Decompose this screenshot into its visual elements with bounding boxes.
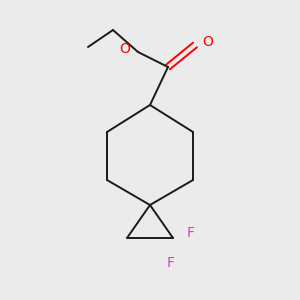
- Text: F: F: [187, 226, 195, 240]
- Text: O: O: [202, 35, 213, 49]
- Text: O: O: [119, 42, 130, 56]
- Text: F: F: [167, 256, 175, 270]
